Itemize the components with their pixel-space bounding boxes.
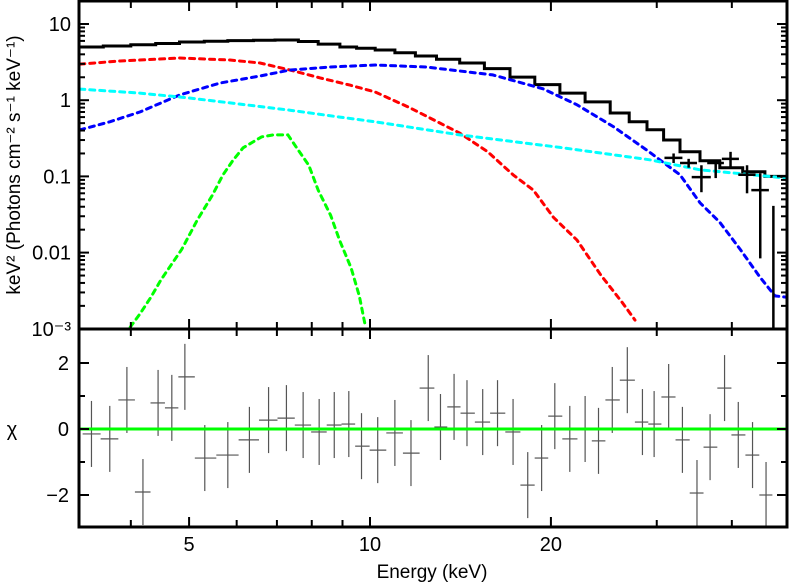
model-total-curve [79,38,787,179]
chi-tick-label: 0 [58,419,69,441]
x-tick-labels: 5 10 20 [184,534,563,556]
y-tick-label: 10⁻³ [32,319,72,341]
chi-tick-label: −2 [46,485,69,507]
model-component-curve [79,87,787,180]
chi-axis-title: χ [7,419,18,441]
x-tick-label: 20 [540,534,562,556]
x-tick-label: 10 [359,534,381,556]
y-axis-title: keV² (Photons cm⁻² s⁻¹ keV⁻¹) [4,35,25,294]
model-curves [79,38,787,329]
residuals-axis-ticks [79,329,787,527]
x-tick-label: 5 [184,534,195,556]
model-component-curve [128,133,367,329]
chi-tick-label: 2 [58,353,69,375]
model-component-curve [79,56,637,322]
y-tick-label: 0.1 [43,166,71,188]
x-axis-title: Energy (keV) [377,562,488,582]
residuals-panel: 20−2 5 10 20 [46,327,789,556]
data-points [664,151,775,329]
residuals-y-tick-labels: 2 0 −2 [46,353,69,507]
y-tick-label: 10 [49,14,71,36]
y-tick-label: 1 [60,90,71,112]
spectrum-y-tick-labels: 10 1 0.1 0.01 10⁻³ [32,14,72,341]
spectrum-panel: 10 1 0.1 0.01 10⁻³ [32,0,789,341]
residual-points [82,343,773,527]
model-component-curve [79,63,787,299]
y-tick-label: 0.01 [32,243,71,265]
